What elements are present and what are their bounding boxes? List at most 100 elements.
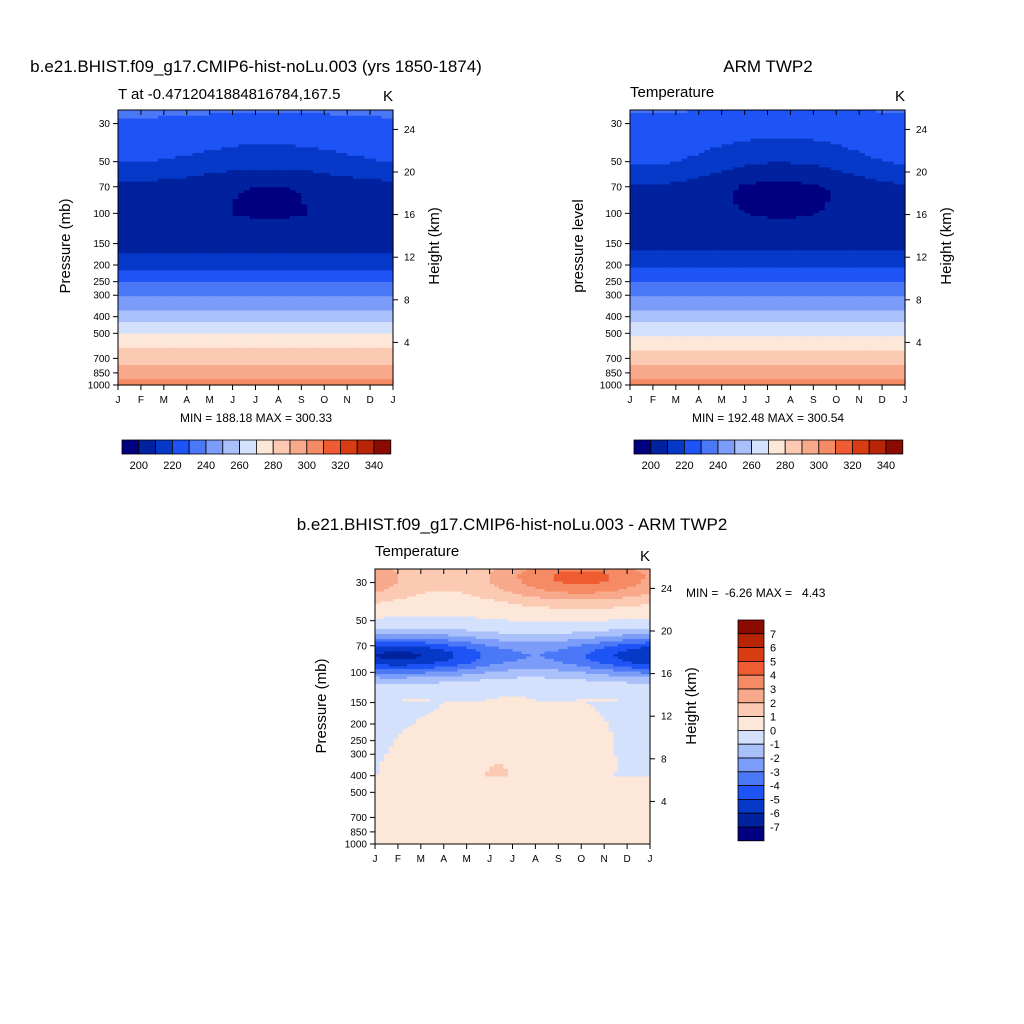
contour-cell	[266, 187, 274, 191]
contour-cell	[266, 184, 274, 188]
contour-cell	[387, 150, 394, 154]
contour-cell	[163, 253, 171, 257]
contour-cell	[307, 115, 314, 120]
contour-cell	[312, 173, 320, 177]
contour-cell	[358, 138, 365, 143]
contour-cell	[295, 132, 302, 137]
contour-cell	[329, 132, 337, 137]
contour-cell	[192, 233, 199, 237]
contour-cell	[289, 124, 297, 128]
contour-cell	[358, 201, 365, 206]
contour-cell	[381, 264, 388, 269]
contour-cell	[186, 227, 194, 231]
contour-cell	[152, 193, 159, 197]
contour-cell	[175, 204, 182, 208]
contour-cell	[203, 124, 211, 128]
contour-cell	[347, 210, 354, 214]
contour-cell	[301, 224, 308, 229]
contour-cell	[347, 138, 354, 143]
contour-cell	[375, 187, 383, 191]
contour-cell	[244, 173, 251, 177]
contour-cell	[358, 253, 365, 257]
contour-cell	[364, 204, 371, 208]
contour-cell	[238, 184, 245, 188]
contour-cell	[347, 170, 354, 174]
contour-cell	[375, 184, 383, 188]
contour-cell	[215, 238, 222, 243]
contour-cell	[301, 230, 308, 234]
contour-cell	[198, 181, 205, 186]
contour-cell	[158, 187, 165, 191]
contour-cell	[226, 267, 234, 272]
contour-cell	[329, 161, 337, 166]
contour-cell	[358, 215, 365, 220]
contour-cell	[158, 170, 165, 174]
contour-cell	[375, 173, 383, 177]
contour-cell	[186, 230, 194, 234]
contour-cell	[215, 187, 222, 191]
contour-cell	[335, 121, 343, 125]
contour-cell	[295, 198, 302, 203]
contour-cell	[347, 175, 354, 180]
contour-cell	[244, 190, 251, 194]
contour-cell	[186, 264, 194, 269]
contour-cell	[169, 230, 176, 234]
contour-cell	[255, 264, 262, 269]
contour-cell	[244, 167, 251, 171]
contour-cell	[289, 115, 297, 120]
contour-cell	[358, 161, 365, 166]
contour-cell	[295, 261, 302, 266]
contour-cell	[370, 164, 377, 168]
contour-cell	[198, 195, 205, 200]
contour-cell	[146, 158, 153, 163]
contour-cell	[352, 164, 360, 168]
contour-cell	[295, 204, 302, 208]
contour-cell	[381, 112, 388, 117]
contour-cell	[140, 253, 148, 257]
contour-cell	[261, 170, 268, 174]
contour-cell	[312, 210, 320, 214]
contour-cell	[255, 124, 262, 128]
contour-cell	[255, 132, 262, 137]
contour-cell	[123, 184, 131, 188]
contour-cell	[181, 250, 188, 254]
contour-cell	[163, 195, 171, 200]
contour-cell	[232, 227, 239, 231]
contour-cell	[301, 161, 308, 166]
contour-cell	[169, 187, 176, 191]
contour-cell	[123, 141, 131, 145]
contour-cell	[335, 250, 343, 254]
contour-cell	[370, 184, 377, 188]
contour-cell	[135, 270, 142, 274]
contour-cell	[135, 256, 142, 260]
contour-cell	[307, 132, 314, 137]
contour-cell	[215, 167, 222, 171]
contour-cell	[209, 267, 216, 272]
contour-cell	[295, 201, 302, 206]
contour-cell	[152, 233, 159, 237]
contour-cell	[266, 132, 274, 137]
contour-cell	[198, 221, 205, 226]
contour-cell	[329, 261, 337, 266]
contour-cell	[375, 130, 383, 134]
contour-cell	[181, 187, 188, 191]
contour-cell	[198, 264, 205, 269]
contour-cell	[335, 132, 343, 137]
contour-cell	[295, 147, 302, 151]
contour-cell	[158, 247, 165, 251]
contour-cell	[152, 124, 159, 128]
contour-cell	[181, 215, 188, 220]
contour-cell	[169, 213, 176, 217]
contour-cell	[266, 195, 274, 200]
contour-cell	[249, 264, 257, 269]
contour-cell	[169, 227, 176, 231]
contour-cell	[118, 267, 125, 272]
contour-cell	[335, 238, 343, 243]
contour-cell	[329, 258, 337, 263]
contour-cell	[118, 138, 125, 143]
contour-cell	[192, 170, 199, 174]
contour-cell	[209, 118, 216, 123]
contour-cell	[249, 195, 257, 200]
contour-cell	[209, 250, 216, 254]
contour-cell	[335, 110, 343, 114]
